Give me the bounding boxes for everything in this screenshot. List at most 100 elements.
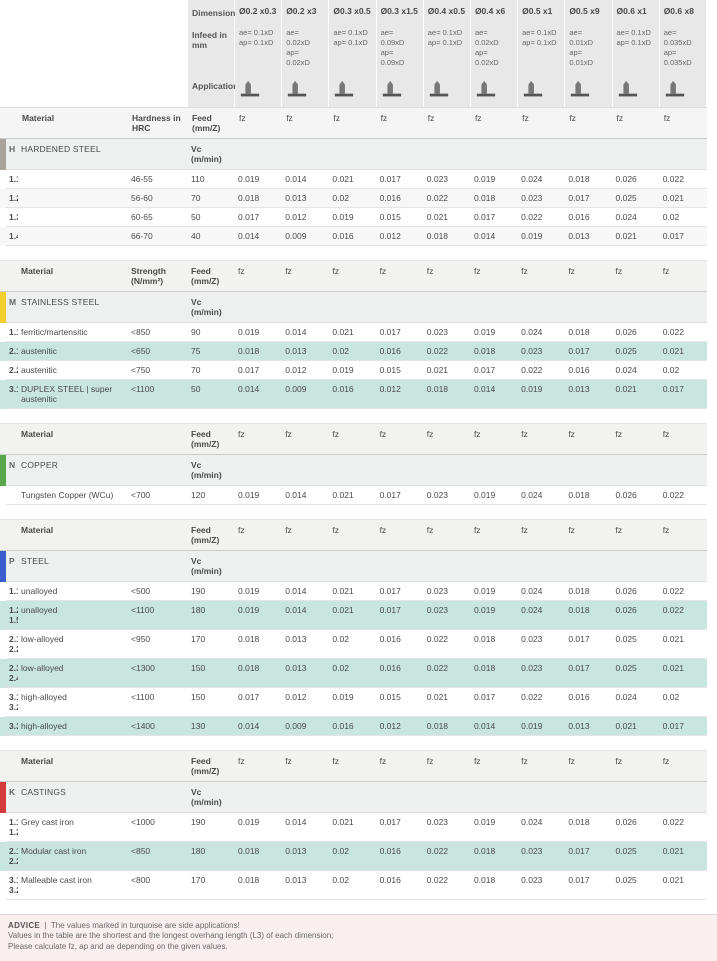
col-fz: fz xyxy=(424,750,471,782)
row-fz-3: 0.012 xyxy=(377,380,424,409)
inf-2: ae= 0.1xDap= 0.1xD xyxy=(329,22,376,73)
row-material xyxy=(18,170,128,189)
row-fz-1: 0.012 xyxy=(282,208,329,227)
section-column-header: MaterialStrength (N/mm²)Feed (mm/Z)fzfzf… xyxy=(0,260,717,292)
blank xyxy=(128,139,188,170)
row-fz-0: 0.019 xyxy=(235,486,282,505)
row-fz-7: 0.018 xyxy=(565,486,612,505)
data-row: 1.256-60700.0180.0130.020.0160.0220.0180… xyxy=(0,189,717,208)
blank xyxy=(377,139,424,170)
blank xyxy=(235,292,282,323)
row-code: 2.2 xyxy=(6,361,18,380)
blank xyxy=(377,782,424,813)
dim-2: Ø0.3 x0.5 xyxy=(329,0,376,22)
ae: ae= 0.01xD xyxy=(569,28,593,47)
dim-1: Ø0.2 x3 xyxy=(282,0,329,22)
blank xyxy=(471,139,518,170)
row-fz-0: 0.019 xyxy=(235,170,282,189)
row-fz-7: 0.013 xyxy=(565,227,612,246)
row-fz-9: 0.022 xyxy=(660,486,707,505)
blank xyxy=(424,551,471,582)
row-fz-3: 0.016 xyxy=(377,842,424,871)
blank xyxy=(128,551,188,582)
row-material: high-alloyed xyxy=(18,688,128,717)
col-fz-6: fz xyxy=(518,107,565,139)
row-fz-4: 0.022 xyxy=(424,630,471,659)
row-fz-7: 0.018 xyxy=(565,170,612,189)
row-property: 66-70 xyxy=(128,227,188,246)
row-fz-8: 0.026 xyxy=(613,582,660,601)
row-material: high-alloyed xyxy=(18,717,128,736)
col-fz: fz xyxy=(377,260,424,292)
row-fz-8: 0.026 xyxy=(613,170,660,189)
blank xyxy=(424,139,471,170)
col-prop: Strength (N/mm²) xyxy=(128,260,188,292)
row-fz-6: 0.023 xyxy=(518,630,565,659)
col-fz: fz xyxy=(660,260,707,292)
col-material: Material xyxy=(18,519,128,551)
row-fz-7: 0.016 xyxy=(565,688,612,717)
app-icon-4 xyxy=(424,73,471,107)
col-fz: fz xyxy=(565,750,612,782)
row-fz-2: 0.016 xyxy=(329,380,376,409)
inf-9: ae= 0.035xDap= 0.035xD xyxy=(660,22,707,73)
ae: ae= 0.09xD xyxy=(381,28,405,47)
row-fz-2: 0.021 xyxy=(329,601,376,630)
section-H: HHARDENED STEELVc (m/min)1.146-551100.01… xyxy=(0,139,717,246)
row-fz-6: 0.022 xyxy=(518,208,565,227)
row-fz-2: 0.02 xyxy=(329,871,376,900)
col-fz: fz xyxy=(235,260,282,292)
row-fz-5: 0.017 xyxy=(471,361,518,380)
row-property: <850 xyxy=(128,842,188,871)
blank xyxy=(282,551,329,582)
row-fz-2: 0.02 xyxy=(329,342,376,361)
row-vc: 150 xyxy=(188,688,235,717)
col-fz: fz xyxy=(235,423,282,455)
col-fz: fz xyxy=(282,423,329,455)
row-fz-2: 0.021 xyxy=(329,323,376,342)
col-fz: fz xyxy=(377,423,424,455)
app-icon-7 xyxy=(565,73,612,107)
section-header: HHARDENED STEELVc (m/min) xyxy=(0,139,717,170)
row-fz-8: 0.026 xyxy=(613,323,660,342)
row-vc: 180 xyxy=(188,601,235,630)
blank xyxy=(329,782,376,813)
blank xyxy=(18,73,128,107)
row-fz-2: 0.02 xyxy=(329,659,376,688)
row-fz-3: 0.017 xyxy=(377,323,424,342)
inf-1: ae= 0.02xDap= 0.02xD xyxy=(282,22,329,73)
row-fz-6: 0.023 xyxy=(518,842,565,871)
row-fz-0: 0.014 xyxy=(235,227,282,246)
row-fz-9: 0.017 xyxy=(660,717,707,736)
col-fz-4: fz xyxy=(424,107,471,139)
blank xyxy=(518,455,565,486)
col-prop xyxy=(128,519,188,551)
dim-0: Ø0.2 x0.3 xyxy=(235,0,282,22)
row-fz-1: 0.014 xyxy=(282,323,329,342)
blank xyxy=(235,455,282,486)
row-fz-8: 0.021 xyxy=(613,717,660,736)
app-icon-2 xyxy=(329,73,376,107)
row-fz-1: 0.009 xyxy=(282,227,329,246)
row-property: <750 xyxy=(128,361,188,380)
row-fz-5: 0.019 xyxy=(471,582,518,601)
advice-line-3: Please calculate fz, ap and ae depending… xyxy=(8,942,228,951)
ap: ap= 0.02xD xyxy=(286,48,310,67)
row-fz-5: 0.014 xyxy=(471,227,518,246)
ae: ae= 0.1xD xyxy=(522,28,556,37)
row-material xyxy=(18,208,128,227)
row-fz-0: 0.014 xyxy=(235,717,282,736)
row-fz-3: 0.017 xyxy=(377,170,424,189)
row-fz-9: 0.021 xyxy=(660,871,707,900)
col-material: Material xyxy=(18,423,128,455)
dim-8: Ø0.6 x1 xyxy=(613,0,660,22)
row-fz-7: 0.016 xyxy=(565,208,612,227)
row-fz-8: 0.025 xyxy=(613,630,660,659)
row-fz-7: 0.018 xyxy=(565,601,612,630)
row-fz-3: 0.015 xyxy=(377,208,424,227)
row-fz-6: 0.022 xyxy=(518,688,565,717)
col-fz-8: fz xyxy=(613,107,660,139)
sections-container: HHARDENED STEELVc (m/min)1.146-551100.01… xyxy=(0,139,717,900)
data-row: 1.1ferritic/martensitic<850900.0190.0140… xyxy=(0,323,717,342)
row-property: <700 xyxy=(128,486,188,505)
